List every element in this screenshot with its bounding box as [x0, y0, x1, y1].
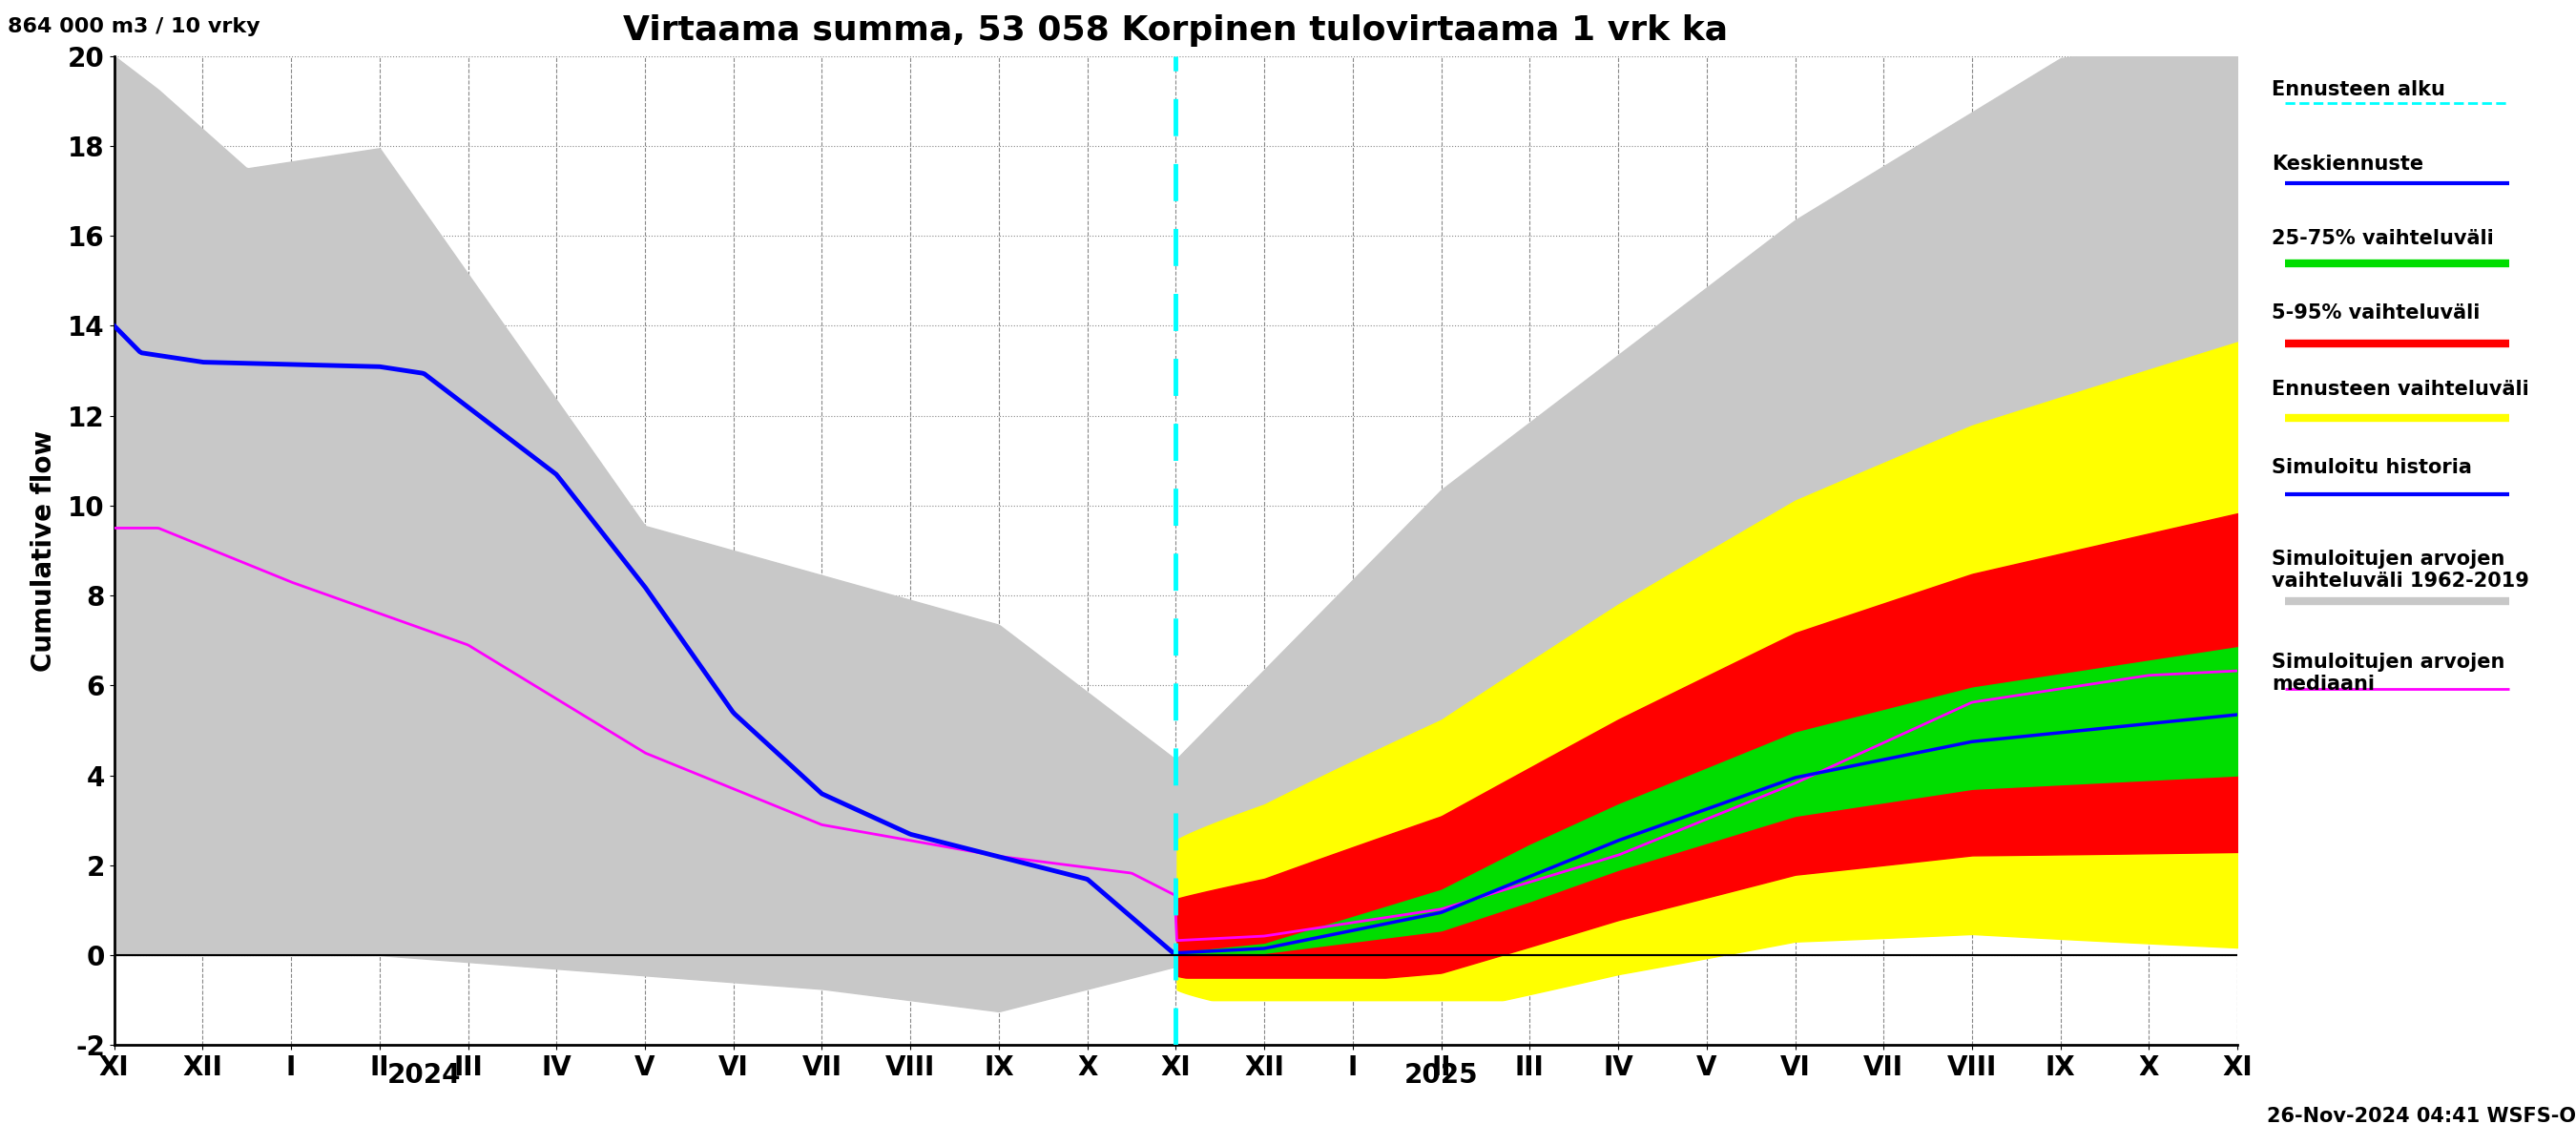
Y-axis label: Cumulative flow: Cumulative flow [31, 429, 57, 671]
Text: Simuloitu historia: Simuloitu historia [2272, 458, 2473, 477]
Text: Ennusteen alku: Ennusteen alku [2272, 80, 2445, 100]
Text: Keskiennuste: Keskiennuste [2272, 155, 2424, 174]
Text: 2024: 2024 [386, 1063, 461, 1089]
Text: 25-75% vaihteluväli: 25-75% vaihteluväli [2272, 229, 2494, 248]
Text: Simuloitujen arvojen
vaihteluväli 1962-2019: Simuloitujen arvojen vaihteluväli 1962-2… [2272, 550, 2530, 591]
Text: 26-Nov-2024 04:41 WSFS-O: 26-Nov-2024 04:41 WSFS-O [2267, 1107, 2576, 1126]
Title: Virtaama summa, 53 058 Korpinen tulovirtaama 1 vrk ka: Virtaama summa, 53 058 Korpinen tulovirt… [623, 14, 1728, 47]
Text: 2025: 2025 [1404, 1063, 1479, 1089]
Text: 5-95% vaihteluväli: 5-95% vaihteluväli [2272, 303, 2481, 323]
Text: Ennusteen vaihteluväli: Ennusteen vaihteluväli [2272, 380, 2530, 400]
Text: Simuloitujen arvojen
mediaani: Simuloitujen arvojen mediaani [2272, 653, 2506, 694]
Text: 864 000 m3 / 10 vrky: 864 000 m3 / 10 vrky [8, 17, 260, 37]
